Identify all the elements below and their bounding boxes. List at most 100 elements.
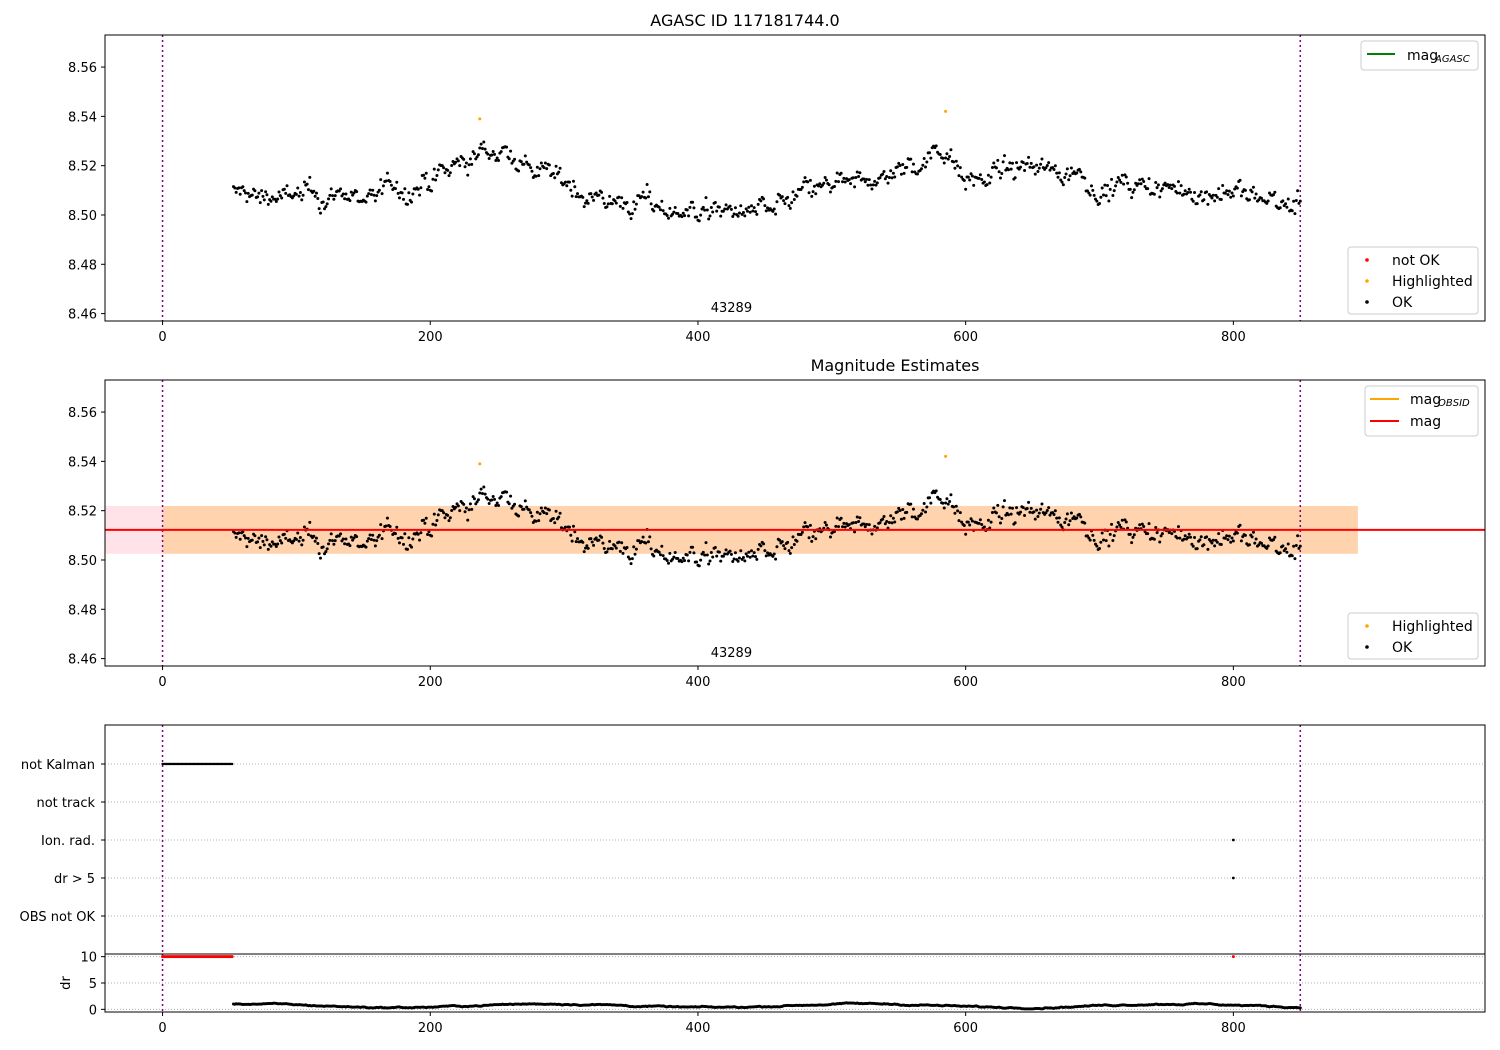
ok-data-point	[818, 182, 822, 186]
ok-data-point	[909, 502, 913, 506]
ok-data-point	[837, 525, 841, 529]
ok-data-point	[891, 171, 895, 175]
ok-data-point	[847, 523, 851, 527]
ok-data-point	[1257, 543, 1261, 547]
ok-data-point	[1230, 536, 1234, 540]
ok-data-point	[640, 540, 644, 544]
ok-data-point	[1053, 509, 1057, 513]
ok-data-point	[317, 552, 321, 556]
ok-data-point	[1044, 511, 1048, 515]
ok-data-point	[384, 179, 388, 183]
ok-data-point	[632, 545, 636, 549]
ok-data-point	[471, 495, 475, 499]
ok-data-point	[1027, 155, 1031, 159]
ok-data-point	[839, 516, 843, 520]
ok-data-point	[1131, 190, 1135, 194]
ok-data-point	[1122, 182, 1126, 186]
ok-data-point	[369, 537, 373, 541]
ok-data-point	[705, 208, 709, 212]
ok-data-point	[996, 503, 1000, 507]
ok-data-point	[1095, 199, 1099, 203]
ok-data-point	[948, 500, 952, 504]
ok-data-point	[545, 167, 549, 171]
ok-data-point	[265, 538, 269, 542]
ok-data-point	[1189, 190, 1193, 194]
ok-data-point	[436, 168, 440, 172]
ok-data-point	[945, 152, 949, 156]
ok-data-point	[300, 198, 304, 202]
ok-data-point	[256, 540, 260, 544]
ok-data-point	[790, 546, 794, 550]
ok-data-point	[1128, 187, 1132, 191]
ok-data-point	[543, 506, 547, 510]
ok-data-point	[538, 167, 542, 171]
ok-data-point	[899, 517, 903, 521]
ok-data-point	[331, 539, 335, 543]
ok-data-point	[446, 168, 450, 172]
ok-data-point	[1099, 540, 1103, 544]
ok-data-point	[1037, 166, 1041, 170]
ok-data-point	[851, 176, 855, 180]
ok-data-point	[905, 165, 909, 169]
ok-data-point	[1057, 516, 1061, 520]
ok-data-point	[1254, 537, 1258, 541]
ok-data-point	[479, 487, 483, 491]
ok-data-point	[842, 176, 846, 180]
ok-data-point	[285, 184, 289, 188]
ok-data-point	[1052, 168, 1056, 172]
ok-data-point	[1079, 515, 1083, 519]
ok-data-point	[241, 530, 245, 534]
ok-data-point	[802, 180, 806, 184]
y-tick-label: 8.52	[68, 160, 97, 175]
ok-data-point	[491, 150, 495, 154]
ok-data-point	[1147, 177, 1151, 181]
ok-data-point	[1198, 538, 1202, 542]
ok-data-point	[1088, 193, 1092, 197]
x-tick-label: 0	[158, 1021, 166, 1036]
ok-data-point	[313, 539, 317, 543]
ok-data-point	[621, 206, 625, 210]
ok-data-point	[1221, 183, 1225, 187]
ok-data-point	[260, 534, 264, 538]
ok-data-point	[968, 523, 972, 527]
ok-data-point	[922, 156, 926, 160]
ok-data-point	[736, 559, 740, 563]
ok-data-point	[270, 195, 274, 199]
ok-data-point	[534, 519, 538, 523]
ok-data-point	[1061, 183, 1065, 187]
ok-data-point	[246, 191, 250, 195]
ok-data-point	[574, 195, 578, 199]
ok-data-point	[704, 196, 708, 200]
ok-data-point	[507, 157, 511, 161]
ok-data-point	[1130, 541, 1134, 545]
ok-data-point	[365, 539, 369, 543]
ok-data-point	[509, 149, 513, 153]
ok-data-point	[497, 503, 501, 507]
ok-data-point	[364, 545, 368, 549]
ok-data-point	[608, 194, 612, 198]
flag-point	[1231, 838, 1235, 842]
ok-data-point	[486, 152, 490, 156]
ok-data-point	[470, 507, 474, 511]
ok-data-point	[470, 162, 474, 166]
ok-data-point	[1019, 165, 1023, 169]
ok-data-point	[467, 508, 471, 512]
ok-data-point	[723, 552, 727, 556]
ok-data-point	[416, 187, 420, 191]
ok-data-point	[571, 179, 575, 183]
ok-data-point	[318, 211, 322, 215]
ok-data-point	[980, 177, 984, 181]
ok-data-point	[646, 195, 650, 199]
ok-data-point	[890, 176, 894, 180]
ok-data-point	[355, 535, 359, 539]
ok-data-point	[724, 203, 728, 207]
ok-data-point	[1067, 523, 1071, 527]
ok-data-point	[332, 542, 336, 546]
ok-data-point	[600, 535, 604, 539]
ok-data-point	[450, 164, 454, 168]
ok-data-point	[755, 212, 759, 216]
ok-data-point	[749, 549, 753, 553]
ok-data-point	[834, 179, 838, 183]
ok-data-point	[1205, 190, 1209, 194]
ok-data-point	[625, 201, 629, 205]
